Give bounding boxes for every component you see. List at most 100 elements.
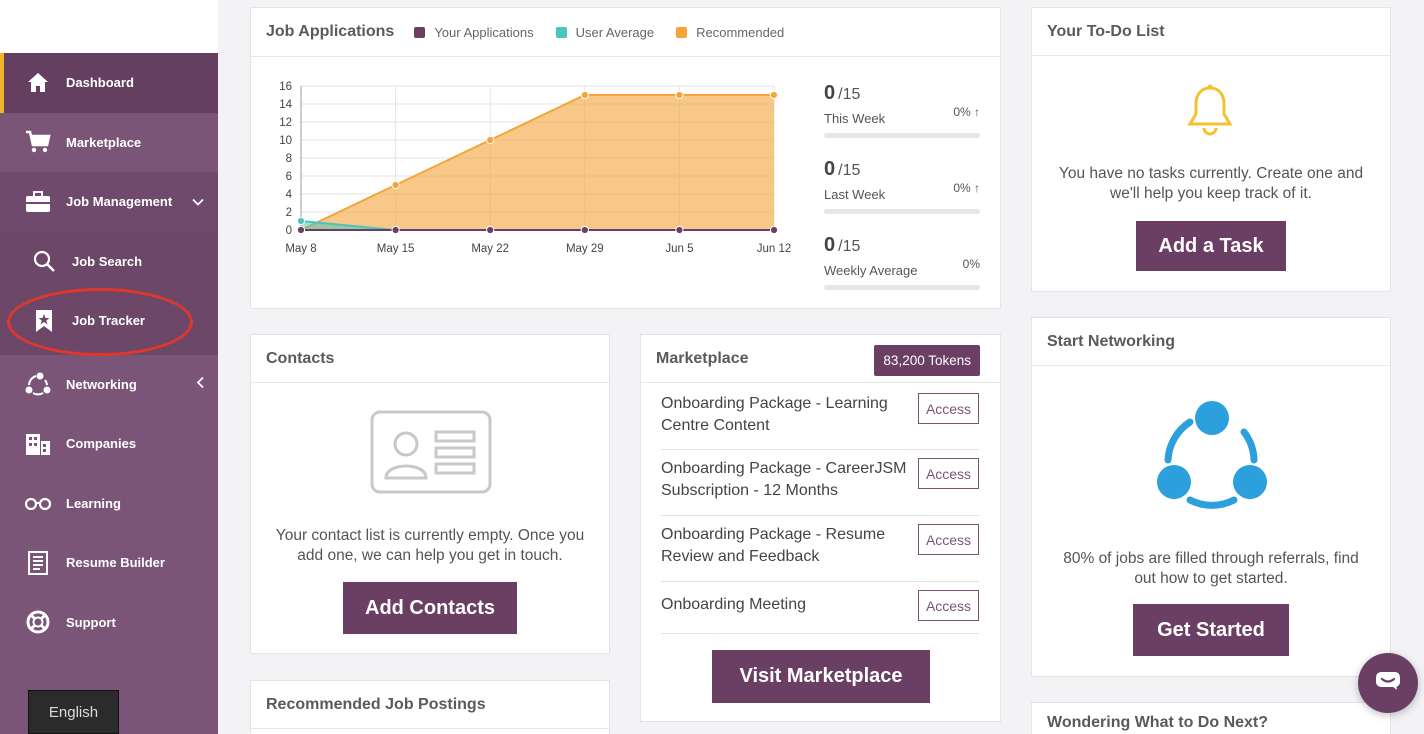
stat-label: This Week xyxy=(824,111,886,126)
card-title: Recommended Job Postings xyxy=(266,695,486,713)
y-tick-label: 0 xyxy=(286,225,292,237)
y-tick-label: 16 xyxy=(279,81,292,93)
legend-label: User Average xyxy=(575,24,655,40)
series-area xyxy=(301,95,774,230)
data-point xyxy=(296,216,306,226)
sidebar-item-networking[interactable]: Networking xyxy=(0,355,218,415)
stat-label: Last Week xyxy=(824,187,886,202)
x-tick-label: May 8 xyxy=(285,243,316,255)
legend-swatch xyxy=(414,26,426,38)
access-button[interactable]: Access xyxy=(918,524,979,555)
todo-card: Your To-Do List You have no tasks curren… xyxy=(1031,7,1391,292)
stat-last-week: 0/15 Last Week 0% ↑ xyxy=(824,158,980,214)
y-tick-label: 2 xyxy=(286,207,292,219)
card-title: Marketplace xyxy=(656,349,749,367)
access-button[interactable]: Access xyxy=(918,458,979,489)
sidebar: Dashboard Marketplace Job Management Job… xyxy=(0,0,218,734)
job-applications-card: Job Applications Your Applications User … xyxy=(250,7,1001,309)
list-item: Onboarding Package - Learning Centre Con… xyxy=(661,393,979,450)
x-tick-label: Jun 12 xyxy=(757,243,792,255)
sidebar-item-resume-builder[interactable]: Resume Builder xyxy=(0,533,218,593)
sidebar-item-label: Marketplace xyxy=(66,134,142,150)
language-selector[interactable]: English xyxy=(28,690,119,734)
data-point xyxy=(769,90,779,100)
stat-label: Weekly Average xyxy=(824,263,918,278)
card-title: Start Networking xyxy=(1047,332,1176,350)
visit-marketplace-button[interactable]: Visit Marketplace xyxy=(712,650,930,703)
data-point xyxy=(675,225,684,235)
legend-item-your-applications[interactable]: Your Applications xyxy=(414,25,534,40)
bookmark-star-icon xyxy=(30,307,58,335)
logo-area xyxy=(0,0,218,53)
networking-card: Start Networking 80% of jobs are filled … xyxy=(1031,317,1391,677)
job-applications-header: Job Applications Your Applications User … xyxy=(251,8,1000,57)
stat-value: 0 xyxy=(824,82,836,104)
sidebar-item-job-management[interactable]: Job Management xyxy=(0,172,218,232)
sidebar-item-learning[interactable]: Learning xyxy=(0,474,218,534)
access-button[interactable]: Access xyxy=(918,393,979,424)
job-management-submenu: Job Search Job Tracker xyxy=(0,231,218,355)
legend-item-recommended[interactable]: Recommended xyxy=(676,25,784,40)
chevron-left-icon[interactable] xyxy=(196,377,204,392)
stat-this-week: 0/15 This Week 0% ↑ xyxy=(824,82,980,138)
contacts-empty-text: Your contact list is currently empty. On… xyxy=(275,527,585,564)
card-title: Job Applications xyxy=(266,23,395,40)
stat-pct-value: 0% xyxy=(953,181,971,195)
stat-pct: 0% xyxy=(962,257,980,271)
stat-pct: 0% ↑ xyxy=(953,181,980,195)
marketplace-item-title: Onboarding Package - Resume Review and F… xyxy=(661,526,886,565)
data-point xyxy=(486,135,495,145)
tokens-badge: 83,200 Tokens xyxy=(874,345,980,376)
arrow-up-icon: ↑ xyxy=(974,181,980,195)
stat-of: /15 xyxy=(838,162,861,179)
marketplace-card: Marketplace 83,200 Tokens Onboarding Pac… xyxy=(640,334,1001,722)
stat-of: /15 xyxy=(838,238,861,255)
chat-button[interactable] xyxy=(1358,653,1418,713)
add-contacts-button[interactable]: Add Contacts xyxy=(343,582,517,634)
x-tick-label: May 29 xyxy=(566,243,604,255)
network-illustration-icon xyxy=(1152,398,1270,515)
lifebuoy-icon xyxy=(24,608,52,636)
networking-text: 80% of jobs are filled through referrals… xyxy=(1063,550,1359,587)
data-point xyxy=(580,225,589,235)
add-task-button[interactable]: Add a Task xyxy=(1136,221,1286,271)
sidebar-item-dashboard[interactable]: Dashboard xyxy=(0,53,218,113)
card-title: Wondering What to Do Next? xyxy=(1047,713,1269,731)
access-button[interactable]: Access xyxy=(918,590,979,621)
home-icon xyxy=(24,69,52,97)
recommended-jobs-card: Recommended Job Postings xyxy=(250,680,610,734)
card-title: Contacts xyxy=(266,349,335,367)
y-tick-label: 10 xyxy=(279,135,292,147)
data-point xyxy=(391,225,400,235)
stat-weekly-average: 0/15 Weekly Average 0% xyxy=(824,234,980,290)
sidebar-item-job-tracker[interactable]: Job Tracker xyxy=(0,291,218,351)
todo-empty-text: You have no tasks currently. Create one … xyxy=(1058,165,1364,202)
x-tick-label: May 22 xyxy=(471,243,509,255)
stat-of: /15 xyxy=(838,86,861,103)
legend-label: Recommended xyxy=(696,24,785,40)
list-item: Onboarding Package - Resume Review and F… xyxy=(661,524,979,582)
marketplace-header: Marketplace xyxy=(641,335,1000,383)
series-line xyxy=(300,94,774,231)
x-tick-label: May 15 xyxy=(377,243,415,255)
sidebar-item-marketplace[interactable]: Marketplace xyxy=(0,113,218,173)
buildings-icon xyxy=(24,430,52,458)
search-icon xyxy=(30,247,58,275)
sidebar-item-companies[interactable]: Companies xyxy=(0,414,218,474)
next-steps-header: Wondering What to Do Next? xyxy=(1032,703,1390,734)
y-tick-label: 8 xyxy=(286,153,292,165)
legend-item-user-average[interactable]: User Average xyxy=(555,24,655,40)
stat-pct: 0% ↑ xyxy=(953,105,980,119)
data-point xyxy=(580,90,589,100)
document-icon xyxy=(24,549,52,577)
sidebar-item-support[interactable]: Support xyxy=(0,593,218,653)
sidebar-item-job-search[interactable]: Job Search xyxy=(0,231,218,291)
marketplace-item-title: Onboarding Meeting xyxy=(661,596,806,613)
y-tick-label: 4 xyxy=(286,189,293,201)
network-icon xyxy=(24,370,52,398)
data-point xyxy=(391,180,400,190)
sidebar-item-label: Support xyxy=(66,614,116,630)
get-started-button[interactable]: Get Started xyxy=(1133,604,1289,656)
recommended-jobs-header: Recommended Job Postings xyxy=(251,681,609,729)
chevron-down-icon[interactable] xyxy=(192,194,204,209)
